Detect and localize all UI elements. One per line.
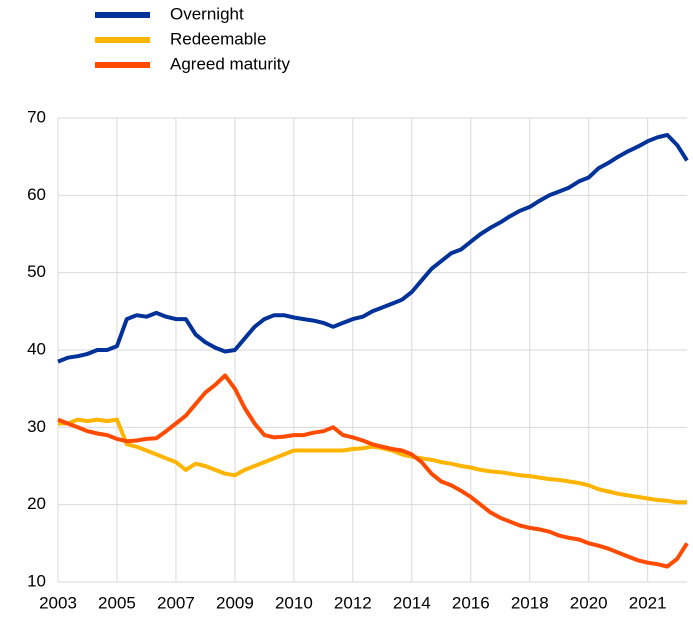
x-tick-label: 2018 [511, 593, 549, 612]
x-tick-label: 2016 [452, 593, 490, 612]
y-tick-label: 50 [27, 262, 46, 281]
x-tick-label: 2020 [570, 593, 608, 612]
series-line [57, 133, 689, 364]
y-tick-label: 10 [27, 571, 46, 590]
series-line [57, 373, 689, 569]
legend-label: Redeemable [170, 29, 266, 48]
x-tick-label: 2021 [629, 593, 667, 612]
x-tick-label: 2014 [393, 593, 431, 612]
y-tick-label: 40 [27, 339, 46, 358]
legend-label: Overnight [170, 4, 244, 23]
y-tick-label: 60 [27, 185, 46, 204]
x-tick-label: 2007 [157, 593, 195, 612]
x-tick-label: 2010 [275, 593, 313, 612]
x-tick-label: 2005 [98, 593, 136, 612]
legend-label: Agreed maturity [170, 54, 290, 73]
x-tick-label: 2009 [216, 593, 254, 612]
y-tick-label: 30 [27, 417, 46, 436]
x-tick-label: 2003 [39, 593, 77, 612]
x-tick-label: 2012 [334, 593, 372, 612]
y-tick-label: 20 [27, 494, 46, 513]
y-tick-label: 70 [27, 107, 46, 126]
series-line [58, 417, 687, 505]
